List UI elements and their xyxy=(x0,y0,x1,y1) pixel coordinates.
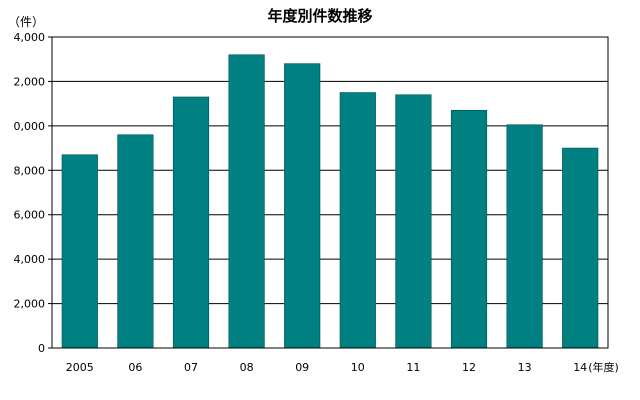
bars xyxy=(61,54,599,349)
bar-09 xyxy=(284,63,321,349)
bar-06 xyxy=(117,134,154,349)
y-tick-label: 8,000 xyxy=(14,164,46,177)
bar-2005 xyxy=(61,154,98,349)
x-tick-label: 2005 xyxy=(66,361,94,374)
x-tick-label: 07 xyxy=(184,361,198,374)
bar-07 xyxy=(172,96,210,349)
bar-13 xyxy=(506,124,543,349)
y-axis-unit-label: （件） xyxy=(8,15,44,29)
x-tick-label: 08 xyxy=(240,361,254,374)
x-tick-label: 10 xyxy=(351,361,365,374)
bar-14 xyxy=(562,147,599,349)
y-tick-label: 4,000 xyxy=(14,31,46,44)
x-axis-unit-label: (年度) xyxy=(588,360,619,374)
bar-08 xyxy=(228,54,265,349)
x-tick-label: 09 xyxy=(295,361,309,374)
y-tick-label: 0,000 xyxy=(14,120,46,133)
y-tick-label: 2,000 xyxy=(14,298,46,311)
x-tick-label: 06 xyxy=(128,361,142,374)
chart-title: 年度別件数推移 xyxy=(267,7,372,25)
bar-10 xyxy=(339,92,376,349)
x-tick-label: 11 xyxy=(406,361,420,374)
x-tick-label: 12 xyxy=(462,361,476,374)
y-axis-ticks: 0 2,000 4,000 6,000 8,000 0,000 2,000 4,000 xyxy=(14,31,52,355)
bar-11 xyxy=(395,94,432,349)
y-tick-label: 6,000 xyxy=(14,209,46,222)
bar-12 xyxy=(450,110,488,349)
x-tick-label: 13 xyxy=(518,361,532,374)
plot-area-frame xyxy=(51,36,609,349)
y-tick-label: 0 xyxy=(38,342,45,355)
y-tick-label: 2,000 xyxy=(14,75,46,88)
x-tick-label: 14 xyxy=(573,361,587,374)
y-tick-label: 4,000 xyxy=(14,253,46,266)
x-axis-ticks: 2005 06 07 08 09 10 11 12 13 14 (年度) xyxy=(66,360,619,374)
